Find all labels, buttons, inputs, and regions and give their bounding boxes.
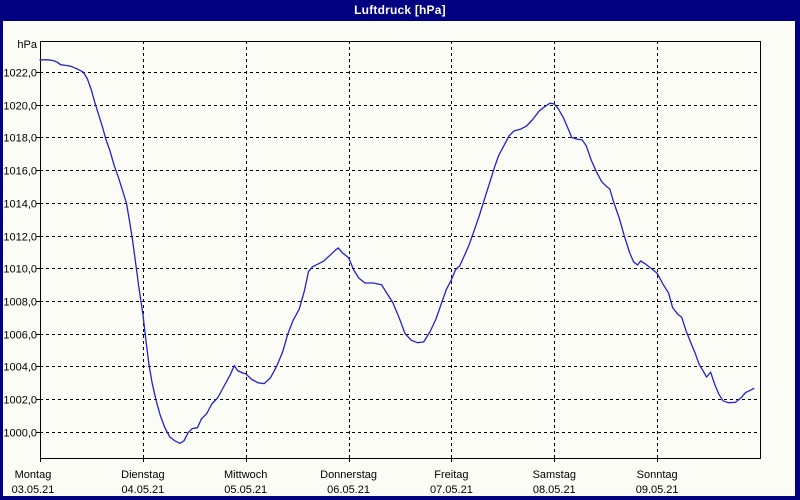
y-axis-tick-label: 1020,0 — [3, 101, 37, 113]
y-axis-tick-label: 1012,0 — [3, 232, 37, 244]
window-title: Luftdruck [hPa] — [354, 3, 446, 17]
window-titlebar: Luftdruck [hPa] — [0, 0, 800, 21]
x-axis-day-label: Freitag — [434, 469, 468, 481]
plot-border — [40, 41, 761, 459]
x-axis-date-label: 04.05.21 — [121, 484, 164, 496]
x-axis-date-label: 09.05.21 — [636, 484, 679, 496]
pressure-series-line — [39, 59, 755, 444]
x-axis-day-label: Donnerstag — [320, 469, 377, 481]
x-axis-day-label: Dienstag — [121, 469, 164, 481]
x-axis-date-label: 06.05.21 — [327, 484, 370, 496]
y-axis-tick-label: 1008,0 — [3, 297, 37, 309]
y-axis-tick-label: 1014,0 — [3, 199, 37, 211]
y-axis-tick-label: 1004,0 — [3, 362, 37, 374]
x-axis-date-label: 03.05.21 — [12, 484, 55, 496]
x-axis-day-label: Mittwoch — [224, 469, 267, 481]
y-axis-tick-label: 1006,0 — [3, 330, 37, 342]
x-axis-date-label: 07.05.21 — [430, 484, 473, 496]
x-axis-day-label: Samstag — [533, 469, 576, 481]
x-axis-date-label: 08.05.21 — [533, 484, 576, 496]
y-axis-tick-label: 1000,0 — [3, 428, 37, 440]
x-axis-date-label: 05.05.21 — [224, 484, 267, 496]
y-axis-tick-label: 1018,0 — [3, 133, 37, 145]
x-axis-day-label: Montag — [15, 469, 52, 481]
y-axis-tick-label: 1010,0 — [3, 264, 37, 276]
y-axis-tick-label: 1022,0 — [3, 68, 37, 80]
y-axis-tick-label: 1016,0 — [3, 166, 37, 178]
x-axis-day-label: Sonntag — [637, 469, 678, 481]
y-axis-tick-label: 1002,0 — [3, 395, 37, 407]
y-axis-unit-label: hPa — [17, 39, 37, 51]
